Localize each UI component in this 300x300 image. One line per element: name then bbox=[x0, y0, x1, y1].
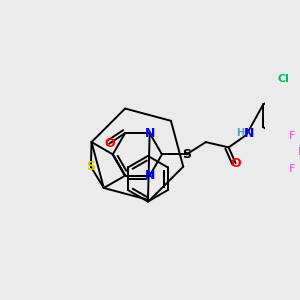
Text: Cl: Cl bbox=[277, 74, 289, 84]
Text: F: F bbox=[297, 147, 300, 157]
Text: N: N bbox=[145, 169, 155, 182]
Text: N: N bbox=[145, 127, 155, 140]
Text: O: O bbox=[230, 157, 241, 170]
Text: S: S bbox=[182, 148, 191, 161]
Text: O: O bbox=[104, 137, 115, 150]
Text: N: N bbox=[244, 127, 254, 140]
Text: F: F bbox=[289, 164, 295, 174]
Text: H: H bbox=[236, 128, 244, 138]
Text: F: F bbox=[289, 130, 295, 141]
Text: S: S bbox=[86, 160, 95, 173]
